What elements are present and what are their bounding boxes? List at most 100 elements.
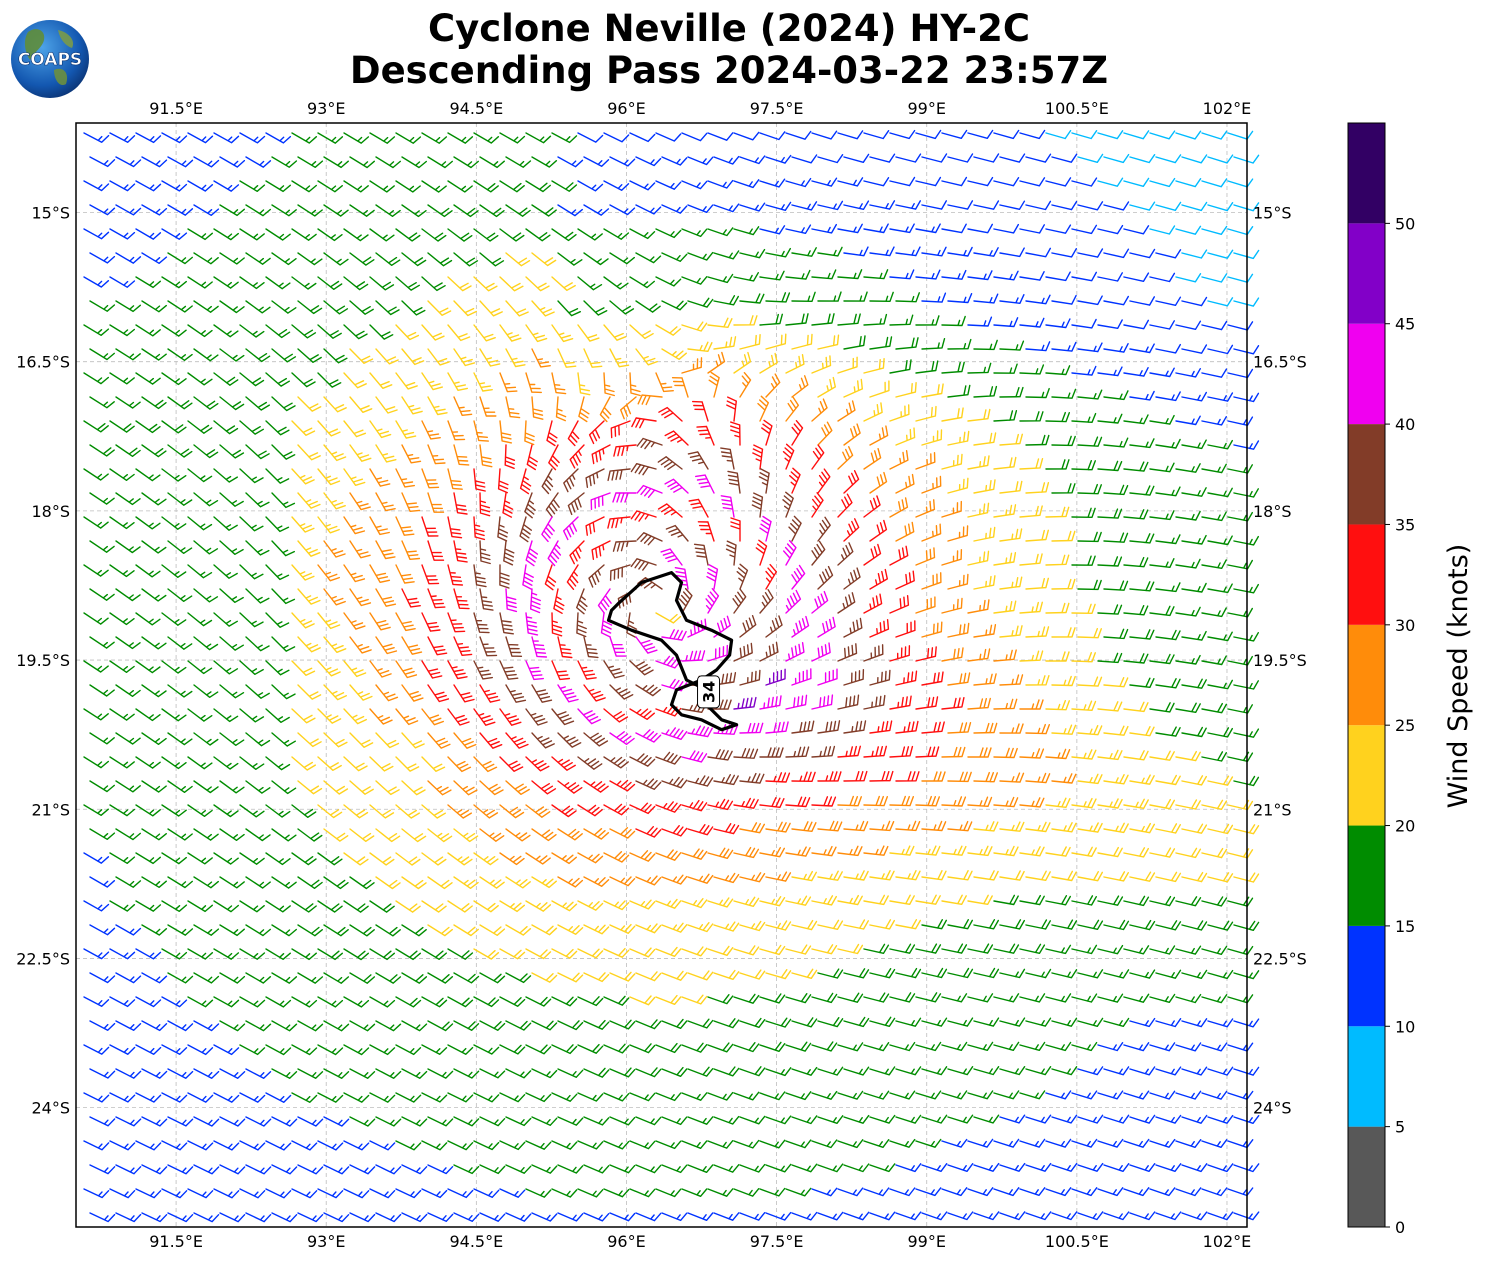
wind-barb [265,420,290,436]
wind-barb [499,756,524,772]
wind-barb [141,444,167,458]
wind-barb [791,420,804,446]
wind-barb [1175,320,1202,330]
wind-barb [1233,775,1260,787]
wind-barb [499,1044,526,1055]
wind-barb [479,204,505,218]
wind-barb [141,156,168,168]
wind-barb [401,924,427,937]
wind-barb [531,252,557,267]
wind-barb [1129,871,1156,882]
wind-barb [89,876,116,888]
wind-barb [759,747,784,758]
x-tick-label-top: 91.5°E [149,99,203,118]
wind-barb [193,1068,220,1079]
wind-barb [915,646,937,662]
wind-barb [577,132,604,143]
wind-barb [785,269,811,280]
wind-barb [759,1091,786,1101]
wind-barb [1025,723,1050,735]
wind-barb [427,492,445,513]
wind-barb [1181,487,1207,497]
wind-barb [115,396,141,409]
wind-barb [447,756,472,773]
wind-barb [967,697,991,710]
wind-barb [1025,153,1052,163]
wind-barb [1025,341,1051,352]
wind-barb [1201,994,1228,1004]
wind-barb [687,156,714,166]
wind-barb [213,1044,240,1056]
wind-barb [973,1114,1000,1124]
wind-barb [577,1043,604,1054]
wind-barb [89,1068,116,1079]
wind-barb [811,355,832,374]
wind-barb [889,645,911,662]
wind-barb [863,644,884,662]
wind-barb [141,972,168,984]
wind-barb [525,132,552,144]
wind-barb [453,1164,480,1175]
wind-barb [576,612,587,638]
wind-barb [525,180,551,193]
wind-barb [739,1115,766,1125]
wind-barb [265,276,291,290]
wind-barb [1071,318,1097,329]
wind-barb [245,1164,272,1175]
wind-barb [577,1092,604,1102]
wind-barb [187,420,213,434]
wind-barb [921,383,944,398]
wind-barb [525,540,539,567]
wind-barb [167,684,193,698]
wind-barb [1019,224,1045,234]
wind-barb [89,1116,116,1127]
wind-barb [863,943,890,954]
wind-barb [1181,775,1207,786]
wind-barb [1201,655,1227,666]
wind-barb [245,972,272,984]
contour-label: 34 [700,681,719,703]
wind-barb [697,521,715,542]
wind-barb [921,1211,948,1221]
wind-barb [629,753,656,767]
wind-barb [1025,1066,1052,1076]
wind-barb [1097,1187,1124,1197]
wind-barb [1123,1042,1150,1052]
wind-barb [1155,823,1181,834]
wind-barb [135,276,161,289]
wind-barb [993,270,1019,281]
wind-barb [1051,969,1078,979]
wind-barb [733,1042,760,1053]
wind-barb [375,1116,402,1127]
colorbar-tick-label: 5 [1395,1118,1405,1137]
wind-barb [1207,823,1234,835]
wind-barb [843,1114,870,1124]
wind-barb [941,1138,968,1148]
wind-barb [265,948,291,960]
wind-barb [1025,870,1051,881]
wind-barb [551,756,576,771]
wind-barb [115,444,141,457]
wind-barb [785,177,812,188]
wind-barb [167,636,193,650]
wind-barb [1077,153,1104,163]
wind-barb [505,924,532,936]
wind-barb [869,1211,896,1221]
wind-barb [1207,727,1233,738]
wind-barb [583,972,610,983]
wind-barb [941,943,968,954]
wind-barb [447,324,471,342]
wind-barb [401,1164,428,1175]
wind-barb [629,180,656,191]
wind-barb [791,1163,818,1173]
wind-barb [999,200,1026,210]
wind-barb [727,470,741,494]
wind-barb [473,1044,500,1055]
wind-barb [681,357,703,374]
wind-barb [167,252,193,265]
wind-barb [297,876,323,889]
wind-barb [1051,675,1076,687]
x-tick-label-bottom: 93°E [307,1232,345,1251]
wind-barb [343,324,368,340]
wind-barb [1077,1066,1104,1076]
